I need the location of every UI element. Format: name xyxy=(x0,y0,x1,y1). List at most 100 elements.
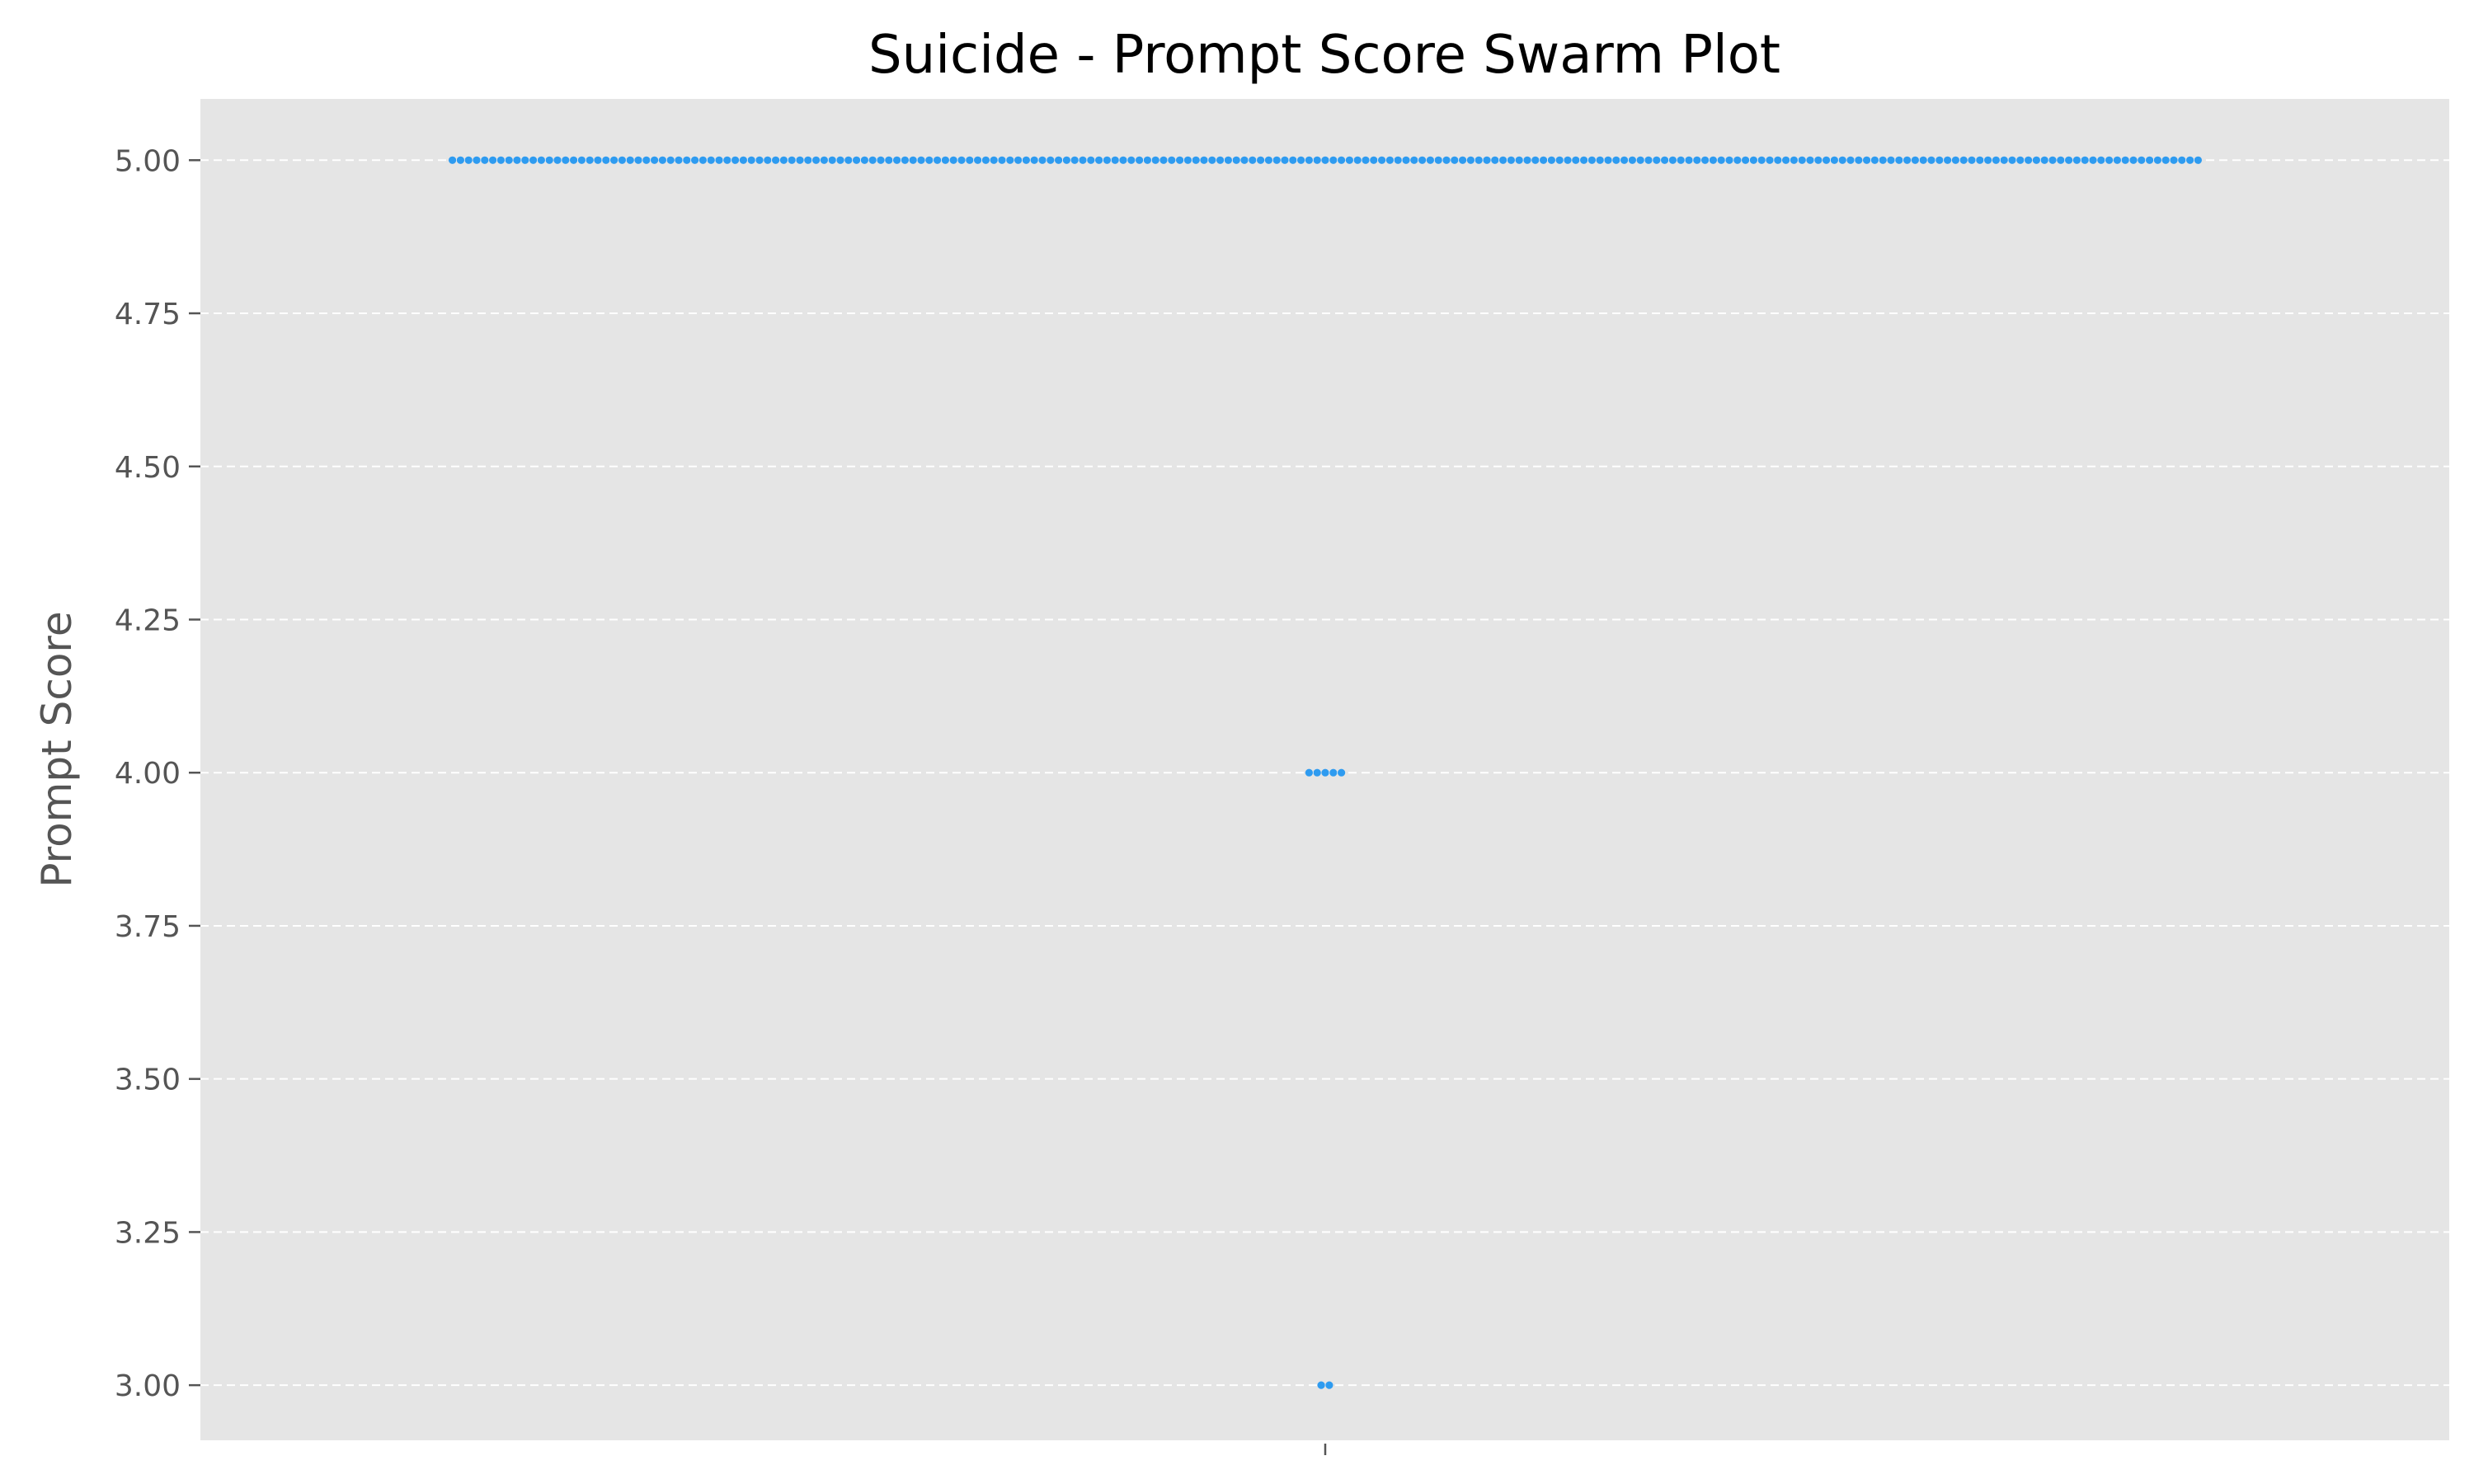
data-point xyxy=(1968,156,1976,164)
data-point xyxy=(1289,156,1297,164)
data-point xyxy=(666,156,675,164)
data-point xyxy=(537,156,546,164)
data-point xyxy=(1895,156,1903,164)
data-point xyxy=(1022,156,1030,164)
data-point xyxy=(1903,156,1912,164)
data-point xyxy=(917,156,925,164)
data-point xyxy=(853,156,861,164)
data-point xyxy=(755,156,764,164)
data-point xyxy=(1870,156,1879,164)
data-points xyxy=(449,156,2202,1389)
data-point xyxy=(449,156,457,164)
data-point xyxy=(1887,156,1895,164)
data-point xyxy=(2025,156,2033,164)
data-point xyxy=(1305,768,1313,777)
y-tick-label: 4.25 xyxy=(115,603,181,637)
data-point xyxy=(1345,156,1353,164)
data-point xyxy=(658,156,667,164)
data-point xyxy=(885,156,893,164)
y-tick-label: 3.50 xyxy=(115,1064,181,1097)
y-tick-label: 5.00 xyxy=(115,144,181,178)
data-point xyxy=(1661,156,1669,164)
data-point xyxy=(1385,156,1394,164)
data-point xyxy=(521,156,529,164)
data-point xyxy=(1475,156,1483,164)
data-point xyxy=(1079,156,1087,164)
data-point xyxy=(1587,156,1596,164)
data-point xyxy=(1555,156,1564,164)
data-point xyxy=(2161,156,2170,164)
data-point xyxy=(844,156,853,164)
data-point xyxy=(1668,156,1677,164)
data-point xyxy=(1426,156,1434,164)
data-point xyxy=(529,156,538,164)
data-point xyxy=(1329,768,1338,777)
data-point xyxy=(1070,156,1079,164)
data-point xyxy=(1264,156,1272,164)
data-point xyxy=(1814,156,1823,164)
data-point xyxy=(1572,156,1580,164)
data-point xyxy=(1782,156,1790,164)
data-point xyxy=(2032,156,2040,164)
data-point xyxy=(1321,768,1329,777)
data-point xyxy=(1272,156,1281,164)
data-point xyxy=(577,156,586,164)
data-point xyxy=(1742,156,1750,164)
data-point xyxy=(513,156,521,164)
data-point xyxy=(1232,156,1240,164)
data-point xyxy=(820,156,829,164)
data-point xyxy=(1418,156,1427,164)
data-point xyxy=(1766,156,1774,164)
data-point xyxy=(1653,156,1661,164)
data-point xyxy=(1612,156,1620,164)
data-point xyxy=(1216,156,1225,164)
data-point xyxy=(1030,156,1038,164)
data-point xyxy=(934,156,942,164)
data-point xyxy=(957,156,966,164)
data-point xyxy=(1062,156,1070,164)
data-point xyxy=(1321,156,1329,164)
data-point xyxy=(1159,156,1168,164)
data-point xyxy=(562,156,570,164)
data-point xyxy=(1855,156,1863,164)
data-point xyxy=(2146,156,2154,164)
data-point xyxy=(1006,156,1014,164)
data-point xyxy=(925,156,934,164)
data-point xyxy=(877,156,885,164)
data-point xyxy=(1677,156,1685,164)
data-point xyxy=(828,156,836,164)
data-point xyxy=(836,156,844,164)
data-point xyxy=(2113,156,2121,164)
data-point xyxy=(731,156,740,164)
data-point xyxy=(1620,156,1629,164)
data-point xyxy=(1717,156,1725,164)
data-point xyxy=(2008,156,2016,164)
data-point xyxy=(1459,156,1467,164)
data-point xyxy=(788,156,796,164)
y-axis-label: Prompt Score xyxy=(33,611,81,887)
data-point xyxy=(1823,156,1831,164)
data-point xyxy=(1636,156,1644,164)
data-point xyxy=(1709,156,1717,164)
data-point xyxy=(1491,156,1499,164)
data-point xyxy=(1208,156,1216,164)
data-point xyxy=(1370,156,1378,164)
data-point xyxy=(634,156,642,164)
data-point xyxy=(2186,156,2194,164)
data-point xyxy=(1774,156,1782,164)
data-point xyxy=(2048,156,2057,164)
data-point xyxy=(772,156,780,164)
data-point xyxy=(893,156,901,164)
data-point xyxy=(2121,156,2129,164)
data-point xyxy=(1911,156,1919,164)
data-point xyxy=(1136,156,1144,164)
data-point xyxy=(1596,156,1604,164)
data-point xyxy=(796,156,804,164)
data-point xyxy=(1483,156,1491,164)
data-point xyxy=(570,156,578,164)
data-point xyxy=(779,156,788,164)
data-point xyxy=(1749,156,1757,164)
data-point xyxy=(1095,156,1103,164)
data-point xyxy=(1976,156,1984,164)
data-point xyxy=(723,156,731,164)
